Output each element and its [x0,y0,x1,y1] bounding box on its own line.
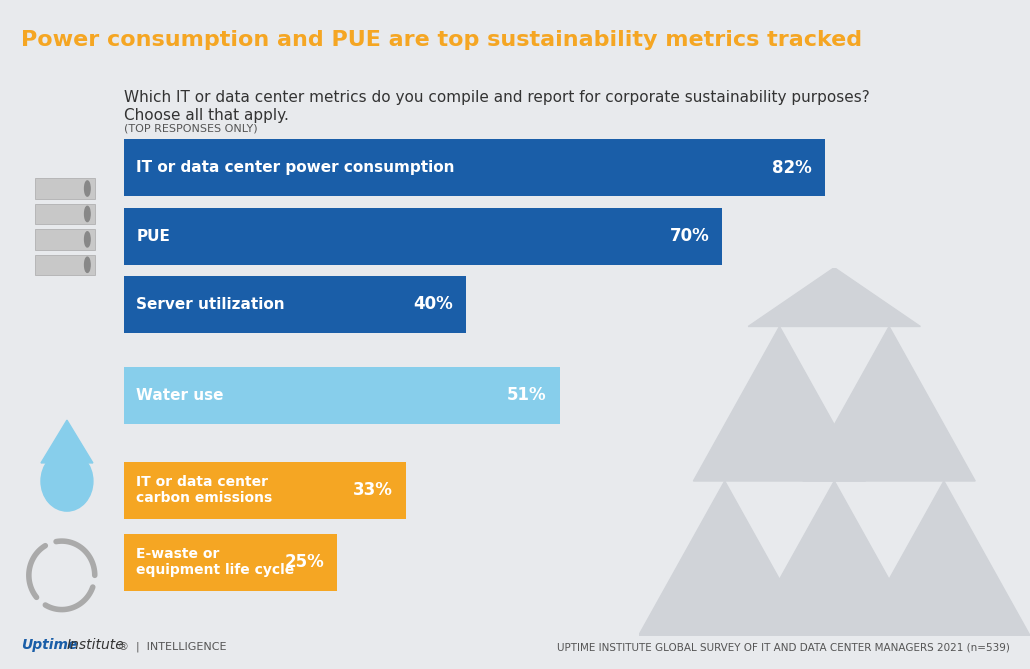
Text: E-waste or
equipment life cycle: E-waste or equipment life cycle [136,547,295,577]
Text: (TOP RESPONSES ONLY): (TOP RESPONSES ONLY) [124,124,258,134]
Text: Server utilization: Server utilization [136,297,285,312]
Text: Which IT or data center metrics do you compile and report for corporate sustaina: Which IT or data center metrics do you c… [124,90,869,105]
Circle shape [84,206,91,221]
Circle shape [84,257,91,272]
Text: UPTIME INSTITUTE GLOBAL SURVEY OF IT AND DATA CENTER MANAGERS 2021 (n=539): UPTIME INSTITUTE GLOBAL SURVEY OF IT AND… [556,642,1009,652]
Text: IT or data center
carbon emissions: IT or data center carbon emissions [136,475,273,505]
Circle shape [84,231,91,247]
FancyBboxPatch shape [124,139,825,196]
Polygon shape [748,481,921,636]
Text: ®  |  INTELLIGENCE: ® | INTELLIGENCE [118,642,227,652]
Circle shape [84,181,91,196]
Text: 40%: 40% [413,295,453,313]
Polygon shape [41,420,93,463]
FancyBboxPatch shape [124,462,406,518]
Polygon shape [858,481,1030,636]
Text: 82%: 82% [772,159,812,177]
FancyBboxPatch shape [124,534,337,591]
Polygon shape [693,326,865,481]
Text: 51%: 51% [507,387,547,404]
FancyBboxPatch shape [34,255,95,275]
Text: Institute: Institute [67,638,125,652]
Text: Choose all that apply.: Choose all that apply. [124,108,288,123]
Text: 33%: 33% [353,481,392,499]
FancyBboxPatch shape [124,367,559,424]
Text: PUE: PUE [136,229,170,244]
FancyBboxPatch shape [34,229,95,250]
Polygon shape [803,326,975,481]
Circle shape [41,451,93,511]
FancyBboxPatch shape [124,276,466,332]
Polygon shape [748,268,921,326]
Text: 70%: 70% [670,227,710,245]
FancyBboxPatch shape [124,207,722,264]
Text: Power consumption and PUE are top sustainability metrics tracked: Power consumption and PUE are top sustai… [21,30,862,50]
Text: Water use: Water use [136,388,224,403]
FancyBboxPatch shape [34,179,95,199]
Text: Uptime: Uptime [21,638,77,652]
Text: 25%: 25% [284,553,324,571]
FancyBboxPatch shape [34,204,95,224]
Text: IT or data center power consumption: IT or data center power consumption [136,161,455,175]
Polygon shape [639,481,811,636]
